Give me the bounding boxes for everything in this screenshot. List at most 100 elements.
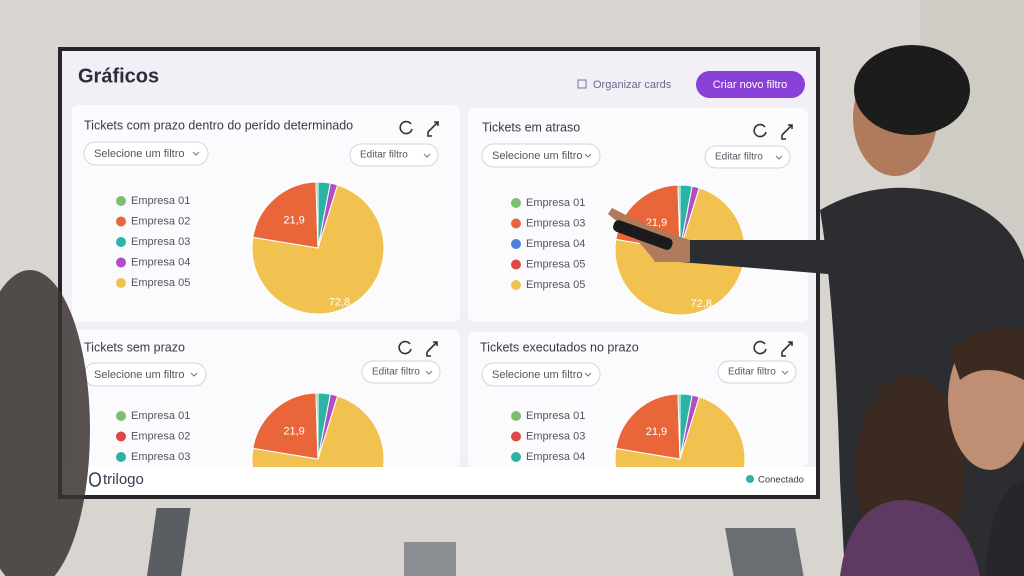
refresh-icon[interactable] (753, 123, 767, 138)
legend-dot (116, 411, 126, 421)
card: Tickets executados no prazo Selecione um … (468, 332, 808, 467)
legend-dot (511, 280, 521, 290)
edit-pill[interactable] (704, 145, 791, 169)
legend-dot (511, 259, 521, 270)
filter-label[interactable]: Selecione um filtro (492, 369, 583, 381)
legend-dot (116, 431, 126, 442)
listener-shirt-2 (985, 480, 1024, 576)
legend-label: Empresa 05 (131, 277, 190, 289)
pie-slice (677, 393, 681, 460)
legend-label: Empresa 03 (526, 217, 585, 229)
laptop (147, 508, 191, 576)
legend-dot (116, 278, 126, 288)
presenter-arm (680, 240, 850, 275)
card: Tickets sem prazo Selecione um filtro Edit… (72, 330, 460, 467)
legend-label: Empresa 01 (131, 410, 190, 422)
pie-slice (614, 396, 746, 467)
card: Tickets com prazo dentro do perído deter… (72, 105, 460, 322)
legend-label: Empresa 03 (131, 451, 190, 463)
expand-icon[interactable] (426, 341, 438, 357)
chevron (190, 372, 198, 377)
expand-icon[interactable] (781, 124, 793, 140)
slice-label: 21,9 (646, 217, 667, 229)
slice-label: 21,9 (646, 426, 667, 438)
legend-label: Empresa 01 (131, 195, 190, 207)
chevron (781, 370, 789, 375)
listener-hair-2 (950, 327, 1024, 380)
pie-slice (615, 393, 681, 460)
expand-icon[interactable] (427, 121, 439, 137)
slice-label: 21,9 (283, 426, 304, 438)
legend-label: Empresa 05 (526, 279, 585, 291)
create-button[interactable] (696, 71, 805, 98)
laptop-2 (725, 528, 804, 576)
legend-label: Empresa 04 (526, 451, 585, 463)
legend-label: Empresa 04 (526, 238, 585, 250)
status: Conectado (758, 475, 804, 486)
legend-dot (511, 452, 521, 462)
edit-label[interactable]: Editar filtro (360, 150, 408, 161)
card: Tickets em atraso Selecione um filtro Edit… (468, 108, 808, 322)
legend-dot (116, 257, 126, 268)
legend-label: Empresa 04 (131, 256, 190, 268)
slice-label: 21,9 (283, 215, 304, 227)
edit-pill[interactable] (361, 360, 441, 384)
footer-bar (62, 467, 816, 495)
legend-dot (116, 452, 126, 462)
legend-label: Empresa 03 (526, 430, 585, 442)
pie-slice (677, 184, 681, 251)
chevron (584, 372, 592, 377)
chevron (192, 151, 200, 156)
legend-dot (511, 239, 521, 249)
card-title: Tickets sem prazo (84, 340, 185, 354)
pie-slice (315, 392, 319, 460)
legend-label: Empresa 03 (131, 236, 190, 248)
filter-pill[interactable] (481, 362, 601, 387)
edit-label[interactable]: Editar filtro (372, 367, 420, 378)
pie: 21,9 (251, 392, 385, 467)
filter-label[interactable]: Selecione um filtro (94, 148, 185, 160)
laptop-3 (404, 542, 456, 576)
edit-pill[interactable] (717, 360, 797, 384)
filter-label[interactable]: Selecione um filtro (492, 150, 583, 162)
remote (613, 220, 673, 250)
expand-icon[interactable] (781, 341, 793, 357)
legend-label: Empresa 01 (526, 197, 585, 209)
refresh-icon[interactable] (399, 120, 413, 135)
edit-label[interactable]: Editar filtro (728, 367, 776, 378)
legend-dot (511, 218, 521, 229)
create-button-label[interactable]: Criar novo filtro (713, 79, 788, 91)
refresh-icon[interactable] (398, 340, 412, 355)
pie-slice (252, 392, 319, 460)
card-title: Tickets em atraso (482, 120, 580, 134)
chevron (584, 153, 592, 158)
slice-label: 72,8 (329, 297, 350, 309)
organize-cards[interactable]: Organizar cards (593, 79, 672, 91)
filter-pill[interactable] (481, 143, 601, 168)
legend-dot (511, 198, 521, 208)
chevron (775, 155, 783, 160)
filter-pill[interactable] (83, 141, 209, 166)
status-dot (746, 475, 754, 483)
legend-label: Empresa 02 (131, 430, 190, 442)
edit-label[interactable]: Editar filtro (715, 152, 763, 163)
legend-dot (116, 237, 126, 247)
edit-pill[interactable] (349, 143, 439, 167)
legend-label: Empresa 01 (526, 410, 585, 422)
blurred-person (0, 270, 90, 576)
refresh-icon[interactable] (753, 340, 767, 355)
slice-label: 72,8 (690, 298, 711, 310)
chevron (425, 370, 433, 375)
legend-dot (511, 431, 521, 442)
legend-dot (116, 196, 126, 206)
filter-label[interactable]: Selecione um filtro (94, 369, 185, 381)
organize-icon (577, 79, 587, 89)
page-title: Gráficos (78, 65, 159, 87)
brand-icon (89, 472, 101, 487)
pie-slice (251, 395, 385, 467)
legend-label: Empresa 05 (526, 258, 585, 270)
pie: 21,9 (614, 393, 746, 467)
card-title: Tickets executados no prazo (480, 340, 639, 354)
brand: trilogo (103, 471, 144, 488)
pie: 72,8 21,9 (251, 181, 385, 315)
